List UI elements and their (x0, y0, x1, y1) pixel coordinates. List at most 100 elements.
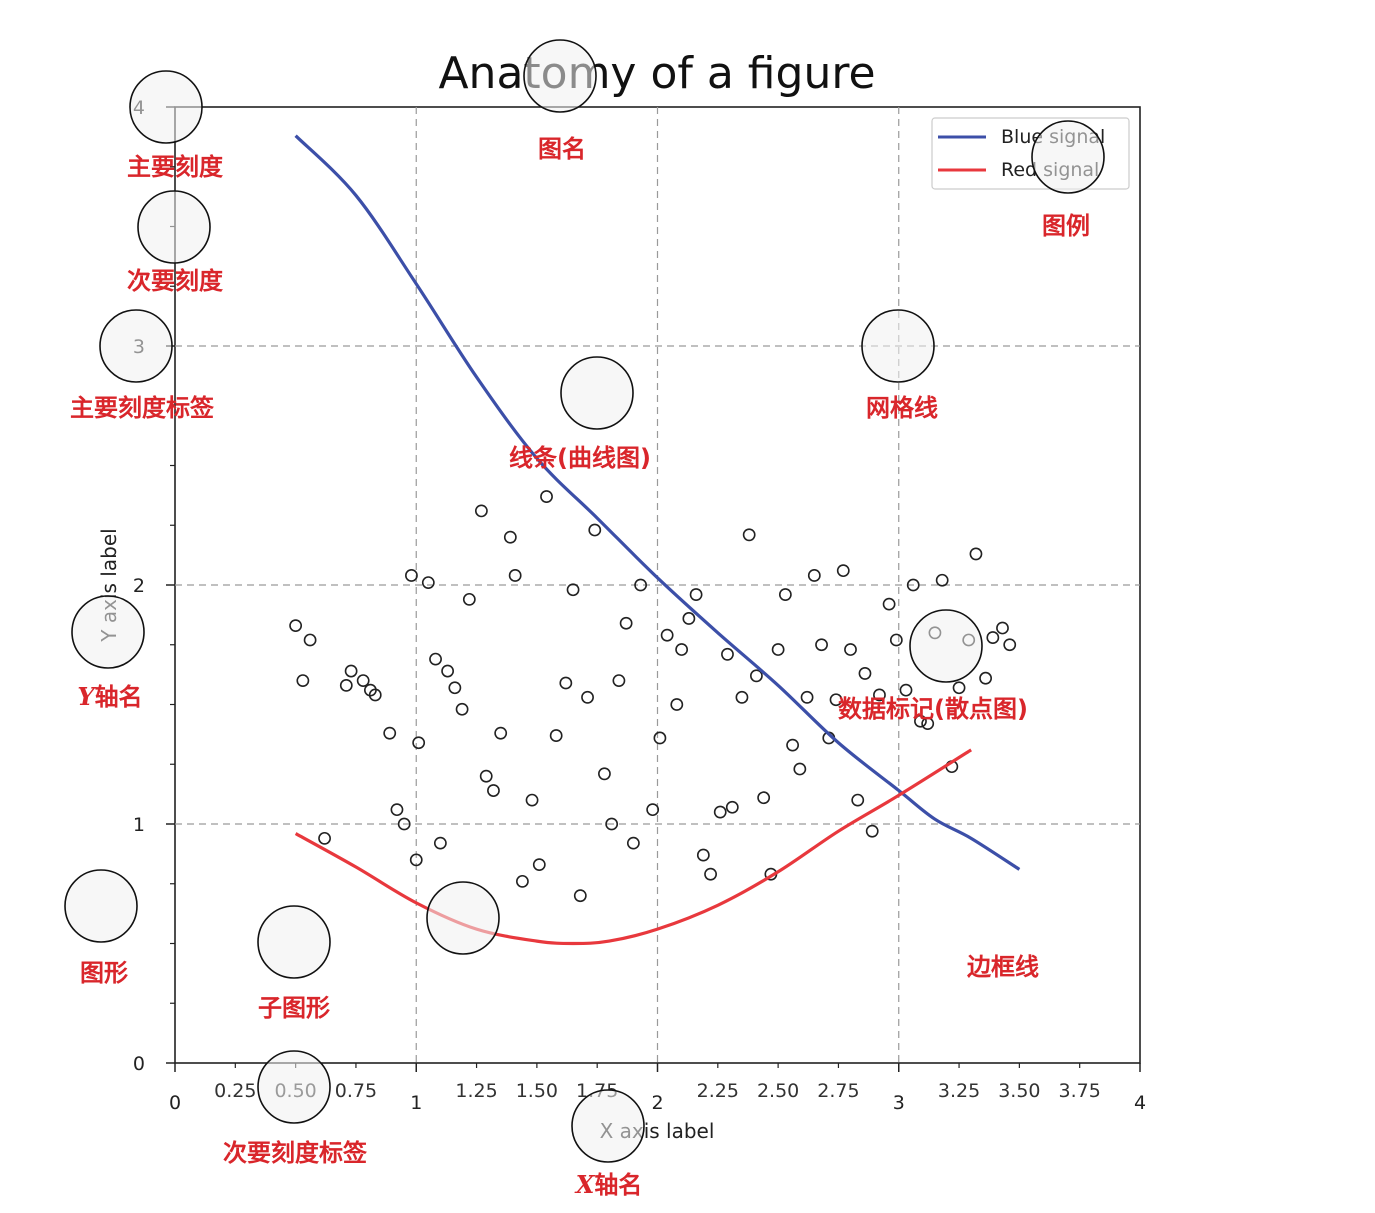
scatter-point (921, 717, 935, 731)
scatter-point (952, 681, 966, 695)
scatter-point (383, 726, 397, 740)
scatter-point (448, 681, 462, 695)
scatter-point (829, 693, 843, 707)
annotation-x-axis-letter: X (574, 1170, 596, 1199)
scatter-point (914, 714, 927, 728)
x-minor-tick-label: 0.25 (214, 1080, 256, 1102)
scatter-point (865, 824, 879, 838)
scatter-point (906, 578, 920, 592)
scatter-point (532, 858, 546, 872)
scatter-point (289, 619, 303, 633)
scatter-point (696, 848, 710, 862)
x-major-tick-label: 4 (1134, 1092, 1146, 1114)
annotation-subplot: 子图形 (258, 994, 330, 1022)
scatter-point (409, 853, 423, 867)
scatter-point (598, 767, 611, 781)
scatter-point (429, 652, 442, 666)
x-minor-tick-label: 2.75 (817, 1080, 859, 1102)
scatter-point (339, 678, 353, 692)
scatter-point (935, 573, 949, 587)
scatter-point (525, 793, 539, 807)
series-line-0 (294, 134, 1021, 871)
annotation-legend: 图例 (1042, 212, 1090, 240)
scatter-point (318, 831, 331, 845)
scatter-point (549, 729, 563, 742)
scatter-point (566, 583, 580, 597)
scatter-point (807, 569, 821, 582)
scatter-point (660, 628, 674, 642)
scatter-point (516, 874, 529, 888)
scatter-point (540, 490, 553, 503)
scatter-point (344, 664, 358, 678)
scatter-point (757, 791, 771, 805)
scatter-point (836, 564, 850, 578)
scatter-point (573, 889, 587, 903)
scatter-point (682, 612, 696, 625)
scatter-point (508, 569, 522, 582)
scatter-point (725, 800, 739, 814)
scatter-point (786, 738, 799, 752)
scatter-point (634, 578, 648, 592)
callout-circle-minor-tick-label (257, 1050, 331, 1124)
scatter-point (713, 805, 727, 819)
scatter-point (996, 621, 1009, 635)
scatter-point (721, 647, 734, 661)
scatter-point (405, 569, 418, 582)
scatter-point (588, 523, 602, 537)
series-line-1 (294, 748, 972, 946)
annotation-y-axis-suffix: 轴名 (95, 683, 143, 711)
callout-circle-spines (426, 881, 500, 955)
scatter-point (986, 631, 1000, 644)
x-minor-tick-label: 1.25 (455, 1080, 497, 1102)
callout-circle-grid (861, 309, 935, 383)
scatter-point (390, 803, 404, 817)
scatter-point (793, 762, 807, 776)
scatter-point (368, 688, 382, 702)
x-minor-tick-label: 1.50 (516, 1080, 558, 1102)
x-minor-tick-label: 3.25 (938, 1080, 980, 1102)
scatter-point (605, 817, 619, 831)
scatter-point (735, 690, 749, 704)
annotation-y-axis-letter: Y (77, 682, 97, 711)
x-minor-tick-label: 0.75 (335, 1080, 377, 1102)
callout-circle-line (560, 356, 634, 430)
callout-circle-x-axis-label (571, 1089, 645, 1163)
annotation-line-plot: 线条(曲线图) (509, 444, 651, 472)
scatter-point (421, 576, 435, 590)
scatter-point (675, 643, 689, 656)
scatter-point (969, 547, 983, 561)
annotation-labels: 主要刻度 次要刻度 主要刻度标签 Y轴名 图形 子图形 次要刻度标签 X轴名 图… (70, 135, 1090, 1199)
scatter-point (296, 674, 310, 687)
scatter-point (750, 669, 763, 683)
annotation-minor-tick-label: 次要刻度标签 (223, 1139, 368, 1167)
scatter-point (704, 867, 717, 881)
scatter-point (979, 671, 992, 685)
scatter-point (619, 616, 633, 630)
annotation-figure: 图形 (80, 959, 128, 987)
callout-circle-markers (909, 609, 983, 683)
scatter-point (771, 643, 785, 656)
scatter-point (494, 726, 508, 740)
scatter-point (581, 690, 594, 704)
callout-circle-subplot (257, 905, 331, 979)
scatter-point (1003, 638, 1017, 652)
scatter-point (612, 674, 626, 687)
x-major-tick-label: 0 (169, 1092, 181, 1114)
annotation-y-axis-name: Y轴名 (77, 682, 142, 711)
chart-title: Anatomy of a figure (438, 48, 875, 99)
annotation-major-tick: 主要刻度 (127, 153, 224, 181)
scatter-point (503, 530, 517, 544)
scatter-point (873, 688, 886, 702)
scatter-point (851, 793, 865, 807)
scatter-point (433, 836, 447, 850)
scatter-point (815, 638, 828, 652)
x-major-tick-label: 1 (410, 1092, 422, 1114)
scatter-point (455, 702, 469, 716)
annotation-grid-lines: 网格线 (866, 394, 938, 422)
callout-circle-legend (1031, 120, 1105, 194)
annotation-circles (64, 39, 1105, 1163)
annotation-x-axis-suffix: 轴名 (594, 1171, 642, 1199)
scatter-point (559, 676, 573, 690)
y-major-tick-label: 2 (133, 575, 145, 597)
